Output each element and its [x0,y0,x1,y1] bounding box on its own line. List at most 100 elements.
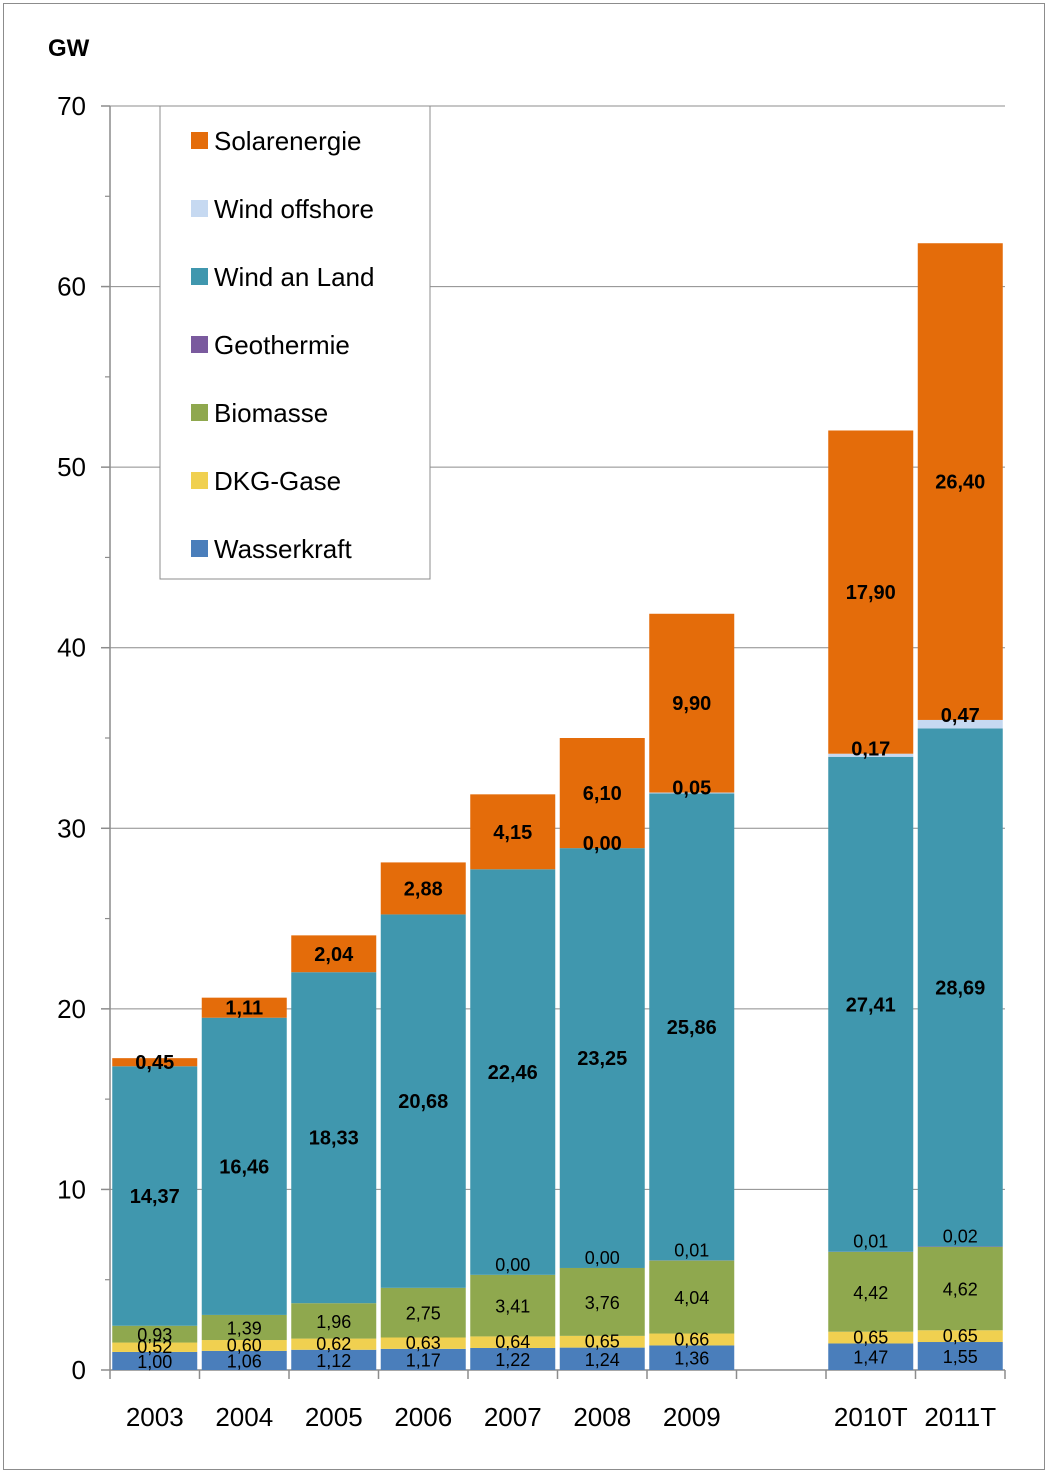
data-label: 0,52 [137,1337,172,1357]
data-label: 0,66 [674,1329,709,1349]
data-label: 28,69 [935,977,985,999]
data-label: 4,62 [943,1280,978,1300]
bar-segment [649,793,735,1261]
legend-swatch [191,404,208,421]
bar-segment [112,1342,198,1352]
data-label: 4,04 [674,1288,709,1308]
data-label: 20,68 [398,1091,448,1113]
x-tick-label: 2009 [663,1402,721,1432]
data-label: 0,02 [943,1226,978,1246]
data-label: 3,76 [585,1293,620,1313]
bar-segment [201,997,287,1018]
data-label: 0,00 [495,1255,530,1275]
data-label: 0,93 [137,1325,172,1345]
x-tick-label: 2004 [215,1402,273,1432]
y-tick-label: 70 [57,91,86,121]
bar-segment [380,1337,466,1349]
bar-segment [380,1348,466,1370]
bar-segment [917,728,1003,1247]
bar-segment [470,794,556,870]
x-tick-label: 2008 [573,1402,631,1432]
unit-label: GW [48,35,90,62]
data-label: 25,86 [667,1017,717,1039]
data-label: 1,22 [495,1350,530,1370]
bar-segment [470,1336,556,1348]
data-label: 0,60 [227,1335,262,1355]
data-label: 1,24 [585,1350,620,1370]
data-label: 1,06 [227,1351,262,1371]
legend-swatch [191,336,208,353]
data-label: 1,36 [674,1349,709,1369]
data-label: 23,25 [577,1048,627,1070]
data-label: 3,41 [495,1297,530,1317]
bar-segment [470,1274,556,1337]
bar-segment [559,1347,645,1370]
data-label: 26,40 [935,472,985,494]
data-label: 17,90 [846,582,896,604]
bar-segment [559,1335,645,1348]
data-label: 0,65 [585,1332,620,1352]
legend-label: Wind an Land [214,262,374,292]
bar-segment [201,1314,287,1341]
bar-segment [112,1066,198,1326]
data-label: 2,88 [404,878,443,900]
bar-segment [201,1350,287,1370]
bar-segment [917,1342,1003,1370]
data-label: 1,00 [137,1352,172,1372]
y-tick-label: 30 [57,813,86,843]
legend-label: Solarenergie [214,126,361,156]
data-label: 0,00 [583,833,622,855]
data-label: 1,55 [943,1347,978,1367]
data-label: 0,17 [851,739,890,761]
data-label: 0,47 [941,705,980,727]
bar-segment [201,1017,287,1315]
x-tick-label: 2011T [924,1402,996,1432]
data-label: 1,12 [316,1351,351,1371]
data-label: 1,11 [225,998,263,1020]
data-label: 0,01 [674,1240,709,1260]
data-label: 4,42 [853,1283,888,1303]
x-tick-label: 2010T [834,1402,908,1432]
data-label: 22,46 [488,1062,538,1084]
data-label: 0,63 [406,1333,441,1353]
y-tick-label: 20 [57,994,86,1024]
x-tick-label: 2003 [126,1402,184,1432]
data-label: 1,17 [406,1350,441,1370]
y-tick-label: 40 [57,633,86,663]
bar-segment [380,914,466,1288]
bar-segment [112,1351,198,1370]
bar-segment [559,1267,645,1336]
data-label: 14,37 [130,1186,180,1208]
bar-segment [470,1347,556,1370]
data-label: 0,64 [495,1332,530,1352]
bar-segment [559,848,645,1268]
bar-segment [291,972,377,1304]
x-tick-label: 2006 [394,1402,452,1432]
bar-segment [828,1343,914,1370]
bar-segment [291,1338,377,1350]
legend-label: Wind offshore [214,194,374,224]
legend-swatch [191,472,208,489]
x-tick-label: 2007 [484,1402,542,1432]
data-label: 0,45 [135,1052,174,1074]
data-label: 0,05 [672,778,711,800]
bar-segment [649,1260,735,1334]
data-label: 2,04 [314,944,354,966]
y-tick-label: 50 [57,452,86,482]
data-label: 6,10 [583,783,622,805]
bar-segment [917,1330,1003,1343]
data-label: 1,96 [316,1312,351,1332]
data-label: 2,75 [406,1304,441,1324]
data-label: 4,15 [493,822,532,844]
bar-segment [917,719,1003,729]
data-label: 16,46 [219,1156,269,1178]
y-tick-label: 60 [57,272,86,302]
bar-segment [828,753,914,757]
bar-segment [380,1287,466,1338]
x-tick-label: 2005 [305,1402,363,1432]
bar-segment [649,1345,735,1370]
bar-segment [380,862,466,915]
data-label: 9,90 [672,693,711,715]
bar-segment [291,1349,377,1370]
y-tick-label: 10 [57,1174,86,1204]
